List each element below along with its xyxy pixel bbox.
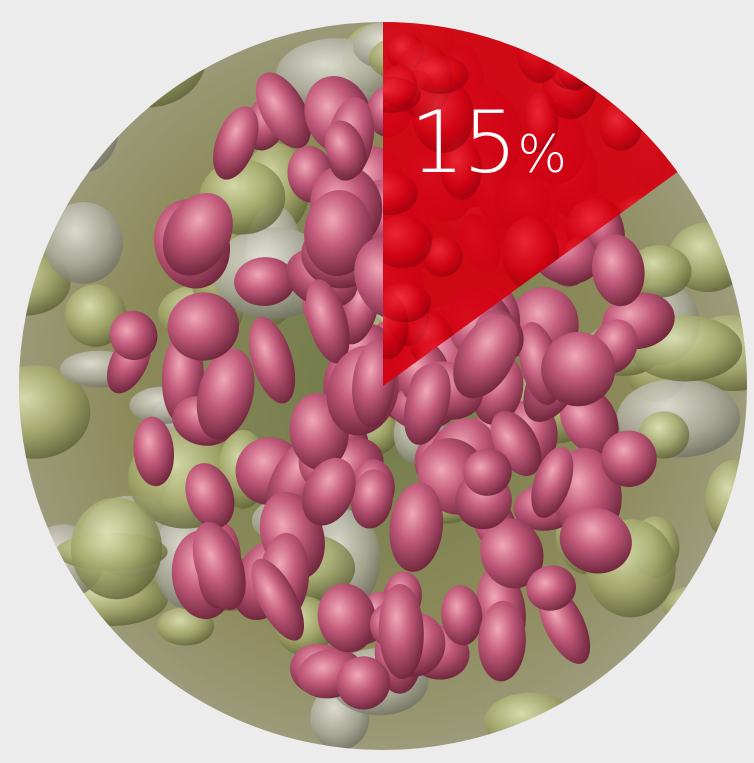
slice-percent-label: 15% [410, 100, 567, 186]
slice-percent-unit: % [517, 125, 566, 185]
slice-percent-value: 15 [410, 93, 517, 193]
